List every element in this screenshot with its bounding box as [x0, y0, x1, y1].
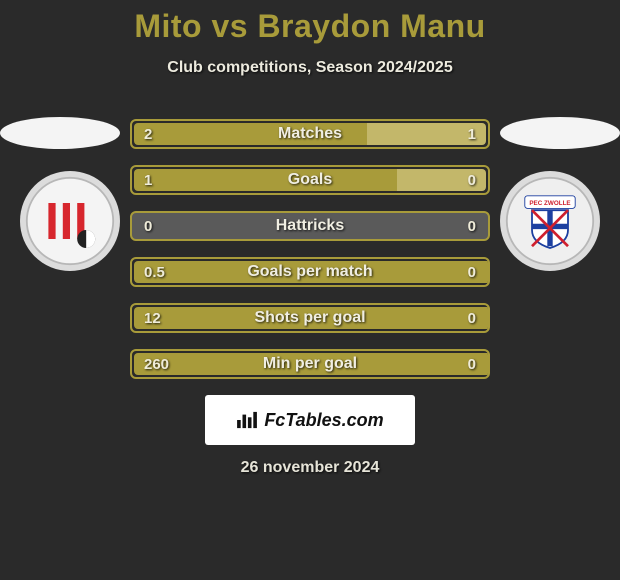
- stat-row: 1Goals0: [130, 165, 490, 195]
- stat-fill-left: [134, 123, 371, 145]
- player-right-ellipse: [500, 117, 620, 149]
- date: 26 november 2024: [0, 459, 620, 477]
- sparta-rotterdam-icon: [25, 176, 115, 266]
- watermark-text: FcTables.com: [264, 410, 383, 431]
- svg-text:PEC ZWOLLE: PEC ZWOLLE: [529, 200, 570, 207]
- stat-row: 0.5Goals per match0: [130, 257, 490, 287]
- stat-left-value: 0: [144, 218, 152, 235]
- comparison-area: PEC ZWOLLE 2Matches1 1Goals0 0Hattricks0 0.…: [0, 119, 620, 379]
- stat-fill-left: [134, 169, 401, 191]
- stat-rows: 2Matches1 1Goals0 0Hattricks0 0.5Goals per …: [130, 119, 490, 379]
- page-title: Mito vs Braydon Manu: [0, 0, 620, 45]
- watermark: FcTables.com: [205, 395, 415, 445]
- stat-fill-right: [367, 123, 486, 145]
- bars-icon: [236, 411, 258, 429]
- team-badge-left: [20, 171, 120, 271]
- stat-fill-right: [397, 169, 486, 191]
- stat-label: Hattricks: [132, 217, 488, 235]
- player-left-ellipse: [0, 117, 120, 149]
- stat-row: 2Matches1: [130, 119, 490, 149]
- subtitle: Club competitions, Season 2024/2025: [0, 59, 620, 77]
- team-badge-right: PEC ZWOLLE: [500, 171, 600, 271]
- stat-fill-left: [134, 307, 490, 329]
- stat-fill-left: [134, 261, 490, 283]
- stat-fill-left: [134, 353, 490, 375]
- stat-row: 260Min per goal0: [130, 349, 490, 379]
- stat-right-value: 0: [468, 218, 476, 235]
- pec-zwolle-icon: PEC ZWOLLE: [505, 176, 595, 266]
- stat-row: 12Shots per goal0: [130, 303, 490, 333]
- stat-row: 0Hattricks0: [130, 211, 490, 241]
